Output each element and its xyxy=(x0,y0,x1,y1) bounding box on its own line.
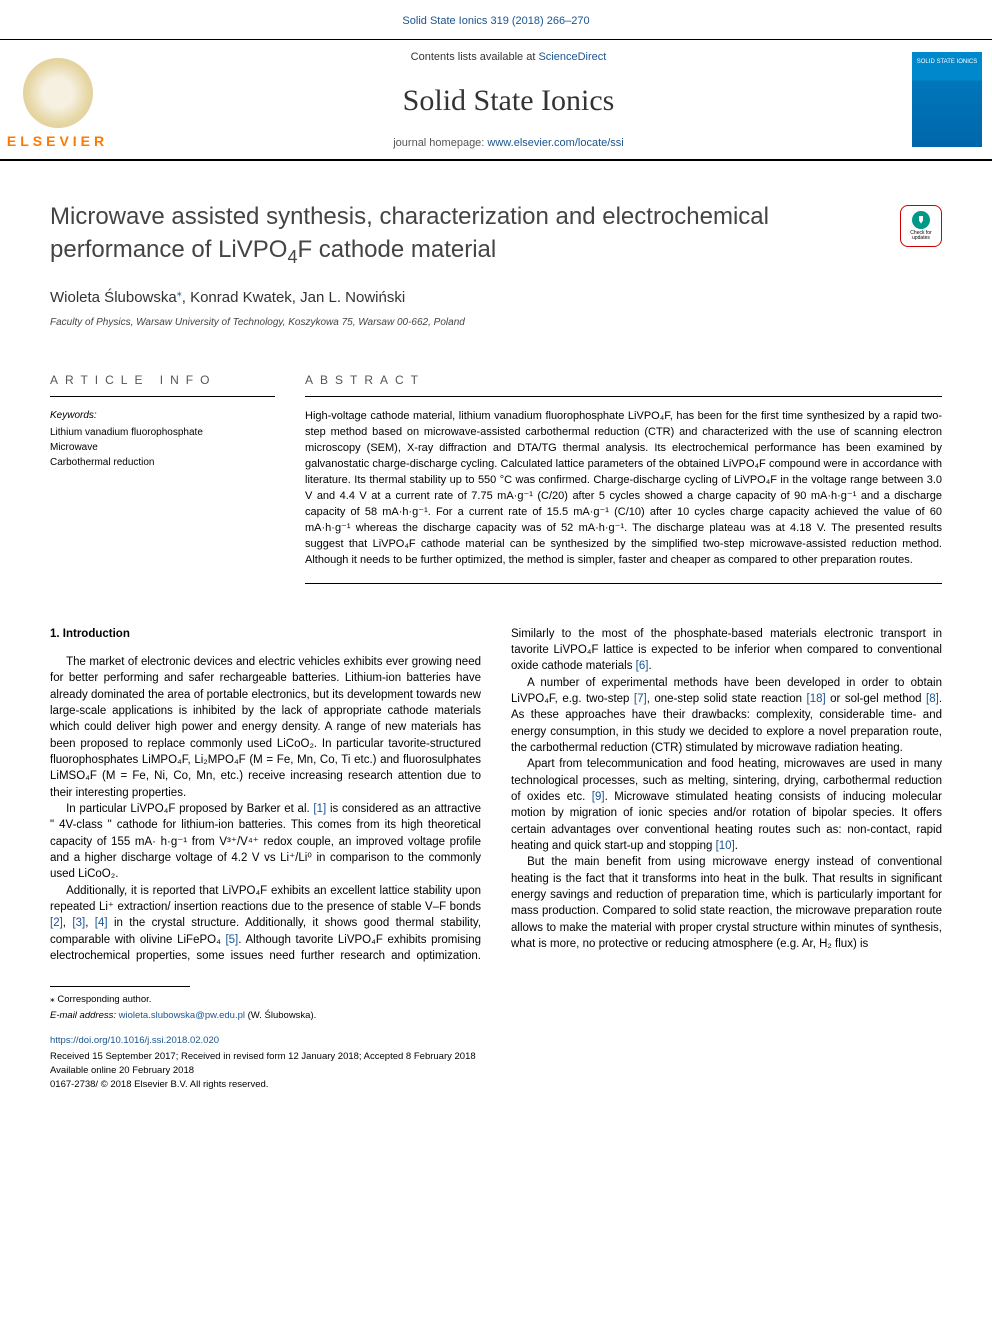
citation-link[interactable]: [18] xyxy=(807,693,826,705)
body-text: 1. Introduction The market of electronic… xyxy=(0,604,992,976)
corresponding-note: ⁎ Corresponding author. xyxy=(50,993,942,1007)
received-line: Received 15 September 2017; Received in … xyxy=(50,1050,942,1064)
article-header: Microwave assisted synthesis, characteri… xyxy=(0,161,992,345)
title-sub: 4 xyxy=(287,246,297,266)
citation-link[interactable]: [9] xyxy=(592,791,605,803)
citation-link[interactable]: [10] xyxy=(716,840,735,852)
citation-text[interactable]: Solid State Ionics 319 (2018) 266–270 xyxy=(402,15,589,27)
citation-link[interactable]: [3] xyxy=(72,917,85,929)
sciencedirect-link[interactable]: ScienceDirect xyxy=(538,51,606,63)
cover-title: SOLID STATE IONICS xyxy=(912,58,982,66)
email-tail: (W. Ślubowska). xyxy=(245,1010,316,1021)
journal-banner: ELSEVIER Contents lists available at Sci… xyxy=(0,39,992,161)
affiliation: Faculty of Physics, Warsaw University of… xyxy=(50,316,942,330)
authors-line: Wioleta Ślubowska⁎, Konrad Kwatek, Jan L… xyxy=(50,287,942,308)
contents-prefix: Contents lists available at xyxy=(411,51,539,63)
info-heading: ARTICLE INFO xyxy=(50,372,275,398)
publisher-name: ELSEVIER xyxy=(7,132,108,152)
email-label: E-mail address: xyxy=(50,1010,119,1021)
citation-header: Solid State Ionics 319 (2018) 266–270 xyxy=(0,0,992,39)
abstract-heading: ABSTRACT xyxy=(305,372,942,398)
keyword-item: Carbothermal reduction xyxy=(50,455,275,470)
check-updates-badge[interactable]: Check for updates xyxy=(900,205,942,247)
authors-rest: , Konrad Kwatek, Jan L. Nowiński xyxy=(182,289,405,306)
banner-center: Contents lists available at ScienceDirec… xyxy=(115,40,902,159)
homepage-prefix: journal homepage: xyxy=(393,137,487,149)
journal-cover[interactable]: SOLID STATE IONICS xyxy=(902,40,992,159)
check-updates-text: Check for updates xyxy=(901,231,941,242)
doi-line: https://doi.org/10.1016/j.ssi.2018.02.02… xyxy=(50,1034,942,1048)
email-link[interactable]: wioleta.slubowska@pw.edu.pl xyxy=(119,1010,245,1021)
bookmark-icon xyxy=(912,211,930,229)
elsevier-tree-icon xyxy=(23,58,93,128)
body-paragraph: The market of electronic devices and ele… xyxy=(50,654,481,801)
homepage-line: journal homepage: www.elsevier.com/locat… xyxy=(115,136,902,151)
abstract-col: ABSTRACT High-voltage cathode material, … xyxy=(305,372,942,584)
keywords-list: Lithium vanadium fluorophosphate Microwa… xyxy=(50,425,275,470)
doi-link[interactable]: https://doi.org/10.1016/j.ssi.2018.02.02… xyxy=(50,1035,219,1046)
copyright-line: 0167-2738/ © 2018 Elsevier B.V. All righ… xyxy=(50,1078,942,1092)
article-title: Microwave assisted synthesis, characteri… xyxy=(50,201,880,268)
keyword-item: Lithium vanadium fluorophosphate xyxy=(50,425,275,440)
body-paragraph: But the main benefit from using microwav… xyxy=(511,854,942,952)
publisher-logo[interactable]: ELSEVIER xyxy=(0,40,115,159)
homepage-link[interactable]: www.elsevier.com/locate/ssi xyxy=(487,137,623,149)
body-paragraph: A number of experimental methods have be… xyxy=(511,675,942,757)
contents-line: Contents lists available at ScienceDirec… xyxy=(115,50,902,65)
body-paragraph: Apart from telecommunication and food he… xyxy=(511,756,942,854)
citation-link[interactable]: [5] xyxy=(225,934,238,946)
body-paragraph: In particular LiVPO₄F proposed by Barker… xyxy=(50,801,481,883)
citation-link[interactable]: [7] xyxy=(634,693,647,705)
citation-link[interactable]: [1] xyxy=(313,803,326,815)
footer: ⁎ Corresponding author. E-mail address: … xyxy=(0,976,992,1113)
available-line: Available online 20 February 2018 xyxy=(50,1064,942,1078)
citation-link[interactable]: [8] xyxy=(926,693,939,705)
title-row: Microwave assisted synthesis, characteri… xyxy=(50,201,942,268)
cover-image: SOLID STATE IONICS xyxy=(912,52,982,147)
keyword-item: Microwave xyxy=(50,440,275,455)
abstract-text: High-voltage cathode material, lithium v… xyxy=(305,409,942,583)
footer-divider xyxy=(50,986,190,987)
title-line1: Microwave assisted synthesis, characteri… xyxy=(50,203,769,230)
section-heading: 1. Introduction xyxy=(50,626,481,642)
author-corresponding[interactable]: Wioleta Ślubowska xyxy=(50,289,177,306)
email-line: E-mail address: wioleta.slubowska@pw.edu… xyxy=(50,1009,942,1023)
citation-link[interactable]: [2] xyxy=(50,917,63,929)
citation-link[interactable]: [4] xyxy=(95,917,108,929)
title-line2-tail: F cathode material xyxy=(297,236,496,263)
journal-name: Solid State Ionics xyxy=(115,80,902,122)
citation-link[interactable]: [6] xyxy=(636,660,649,672)
article-info-col: ARTICLE INFO Keywords: Lithium vanadium … xyxy=(50,372,275,584)
title-line2: performance of LiVPO xyxy=(50,236,287,263)
keywords-label: Keywords: xyxy=(50,409,275,423)
info-abstract-row: ARTICLE INFO Keywords: Lithium vanadium … xyxy=(0,346,992,604)
